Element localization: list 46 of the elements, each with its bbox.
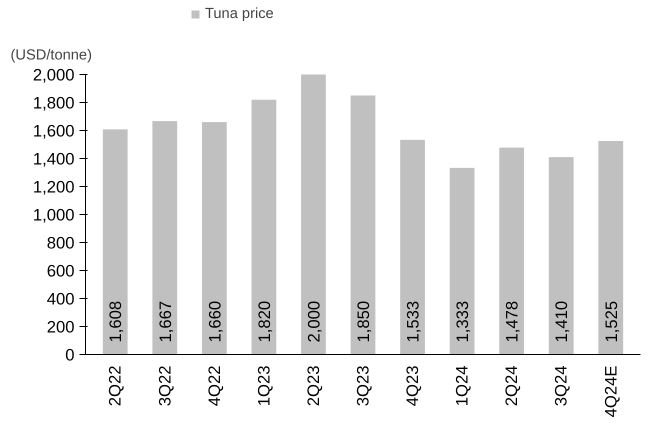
x-tick-label: 2Q23 xyxy=(304,365,323,406)
x-tick-label: 3Q22 xyxy=(155,365,174,406)
text: 1,608 xyxy=(106,300,126,342)
y-tick-label: 1,600 xyxy=(32,122,75,140)
text: 1,478 xyxy=(502,300,522,342)
text: 1,660 xyxy=(205,300,224,342)
y-tick-label: 1,200 xyxy=(32,178,75,196)
y-tick-label: 1,000 xyxy=(32,206,75,224)
text: 1,820 xyxy=(254,300,274,342)
y-tick-label: 1,800 xyxy=(32,94,75,112)
bar xyxy=(152,121,178,354)
bar xyxy=(450,168,474,354)
bar xyxy=(202,122,227,354)
y-axis-title: (USD/tonne) xyxy=(10,48,92,64)
text: 1,850 xyxy=(354,300,373,342)
bar xyxy=(350,96,376,354)
legend-label: Tuna price xyxy=(205,6,274,22)
bar xyxy=(252,100,276,354)
y-tick-label: 400 xyxy=(46,290,75,308)
y-tick-label: 200 xyxy=(46,318,75,336)
y-tick-label: 0 xyxy=(65,346,74,364)
text: 1,333 xyxy=(453,300,472,342)
bar xyxy=(548,157,574,354)
bar xyxy=(598,141,624,354)
x-tick-label: 1Q23 xyxy=(254,365,274,406)
bar xyxy=(102,129,128,354)
bar xyxy=(499,148,524,354)
x-tick-label: 2Q24 xyxy=(502,365,522,406)
y-tick-label: 1,400 xyxy=(32,150,75,168)
y-tick-label: 2,000 xyxy=(32,66,75,84)
text: 1,533 xyxy=(404,300,423,342)
y-tick-label: 800 xyxy=(46,234,75,252)
text: 1,667 xyxy=(156,300,175,342)
x-tick-label: 4Q22 xyxy=(204,365,224,406)
text: 1,410 xyxy=(552,300,572,342)
x-tick-label: 3Q24 xyxy=(552,365,571,406)
y-tick-label: 600 xyxy=(46,262,75,280)
x-tick-label: 4Q24E xyxy=(601,365,620,418)
x-tick-label: 1Q24 xyxy=(452,365,472,406)
bar xyxy=(400,140,425,354)
x-tick-label: 4Q23 xyxy=(403,365,422,406)
x-tick-label: 2Q22 xyxy=(106,365,125,406)
text: 2,000 xyxy=(304,300,324,342)
x-tick-label: 3Q23 xyxy=(354,365,372,406)
bar xyxy=(301,74,326,354)
text: 1,525 xyxy=(602,300,621,342)
